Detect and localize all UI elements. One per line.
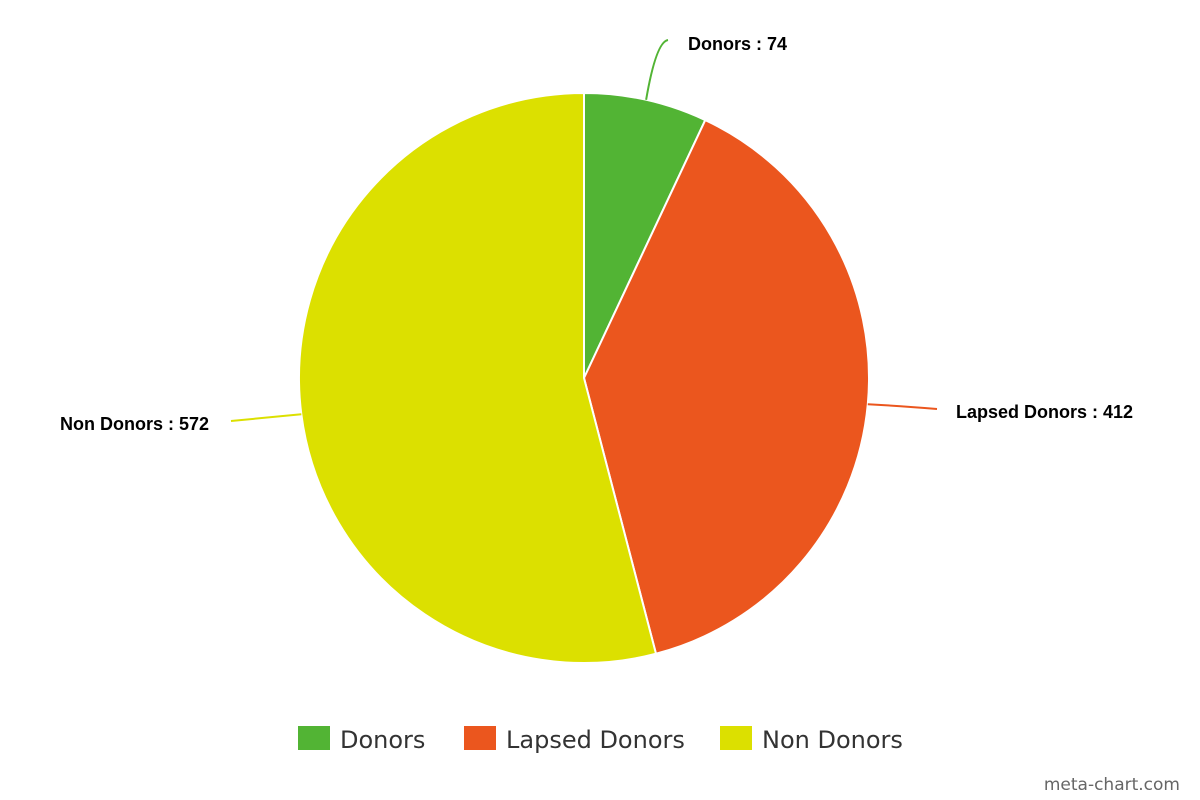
leader-line-donors bbox=[645, 39, 669, 101]
legend: Donors Lapsed Donors Non Donors bbox=[298, 726, 903, 754]
pie-data-labels: Donors : 74 Lapsed Donors : 412 Non Dono… bbox=[60, 34, 1133, 434]
data-label-non-donors: Non Donors : 572 bbox=[60, 414, 209, 434]
data-label-donors: Donors : 74 bbox=[688, 34, 787, 54]
leader-line-non-donors bbox=[230, 413, 302, 422]
pie-leader-lines bbox=[230, 39, 938, 422]
legend-label-lapsed-donors: Lapsed Donors bbox=[506, 726, 685, 754]
pie-slices bbox=[298, 92, 871, 664]
pie-slice-donors bbox=[583, 92, 707, 379]
legend-label-non-donors: Non Donors bbox=[762, 726, 903, 754]
data-label-lapsed-donors: Lapsed Donors : 412 bbox=[956, 402, 1133, 422]
pie-slice-non-donors bbox=[298, 92, 657, 664]
legend-swatch-donors bbox=[298, 726, 330, 750]
legend-swatch-non-donors bbox=[720, 726, 752, 750]
leader-line-lapsed-donors bbox=[867, 403, 938, 410]
legend-label-donors: Donors bbox=[340, 726, 425, 754]
legend-swatch-lapsed-donors bbox=[464, 726, 496, 750]
watermark: meta-chart.com bbox=[1044, 775, 1180, 795]
